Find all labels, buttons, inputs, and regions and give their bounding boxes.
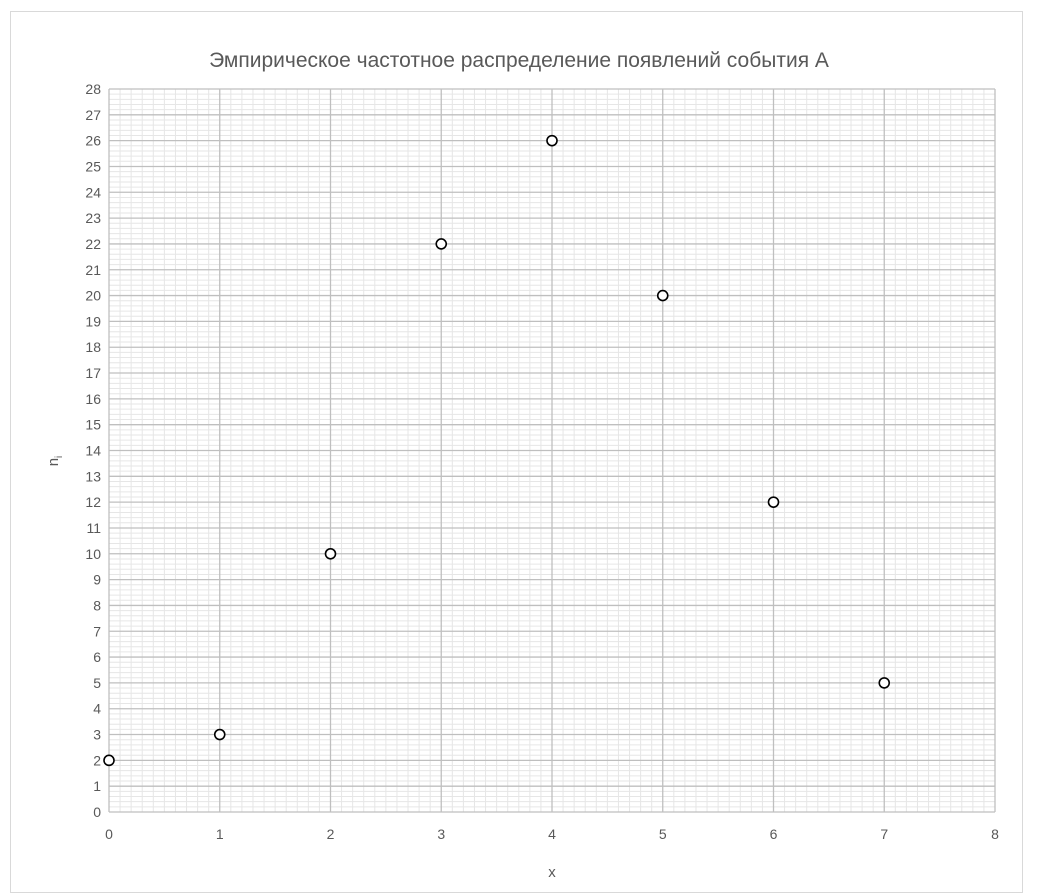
y-tick-label: 6 [93,649,101,665]
x-tick-label: 4 [548,826,556,842]
y-tick-label: 14 [85,443,101,459]
x-tick-label: 7 [880,826,888,842]
scatter-chart: 0123456789101112131415161718192021222324… [45,49,999,881]
y-tick-label: 16 [85,391,101,407]
data-point [656,289,669,302]
y-tick-label: 10 [85,546,101,562]
y-tick-labels: 0123456789101112131415161718192021222324… [85,81,101,820]
data-point [324,547,337,560]
data-point [213,728,226,741]
y-tick-label: 18 [85,339,101,355]
chart-area: 0 1 2 3 4 5 6 7 8 9 10 11 12 13 14 15 16 17 18 19 20 21 22 23 24… [10,11,1023,893]
y-tick-label: 8 [93,597,101,613]
y-axis-title-subscript: i [54,456,65,458]
y-tick-label: 7 [93,623,101,639]
data-point [546,134,558,147]
y-tick-label: 25 [85,158,101,174]
y-axis-title: ni [45,456,65,467]
y-tick-label: 9 [93,572,101,588]
y-tick-label: 26 [85,133,101,149]
y-tick-label: 20 [85,288,101,304]
y-tick-label: 22 [85,236,101,252]
data-points [103,134,891,767]
y-tick-label: 2 [93,752,101,768]
y-tick-label: 0 [93,804,101,820]
major-grid [108,88,996,813]
x-axis-title: x [548,864,556,881]
y-tick-label: 17 [85,365,101,381]
x-tick-label: 5 [659,826,667,842]
x-tick-label: 0 [105,826,113,842]
data-point [767,496,780,508]
y-tick-label: 19 [85,313,101,329]
data-point [435,238,448,250]
y-tick-label: 13 [85,468,101,484]
y-tick-label: 21 [85,262,101,278]
x-tick-label: 8 [991,826,999,842]
data-point [103,754,115,767]
y-tick-label: 1 [93,778,101,794]
y-tick-label: 5 [93,675,101,691]
x-tick-label: 6 [770,826,778,842]
x-tick-label: 1 [216,826,224,842]
x-tick-labels: 0 1 2 3 4 5 6 7 8 [105,826,999,842]
y-tick-label: 23 [85,210,101,226]
y-tick-label: 27 [85,107,101,123]
y-axis-title-main: n [45,458,62,466]
y-tick-label: 15 [85,417,101,433]
x-tick-label: 2 [327,826,335,842]
data-point [878,677,891,689]
x-tick-label: 3 [437,826,445,842]
y-tick-label: 12 [85,494,101,510]
chart-title: Эмпирическое частотное распределение поя… [209,49,829,72]
y-tick-label: 3 [93,727,101,743]
y-tick-label: 4 [93,701,101,717]
y-tick-label: 24 [85,184,101,200]
y-tick-label: 28 [85,81,101,97]
y-tick-label: 11 [86,520,101,536]
